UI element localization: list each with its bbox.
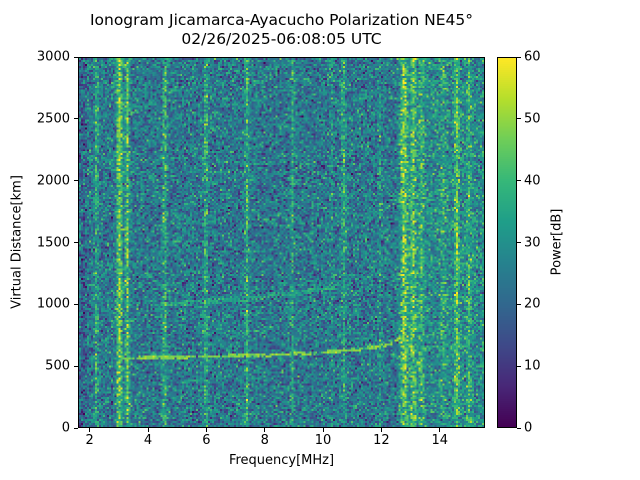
y-tick-label: 3000 <box>36 49 70 65</box>
y-tick-label: 1500 <box>36 235 70 250</box>
x-tick-label: 2 <box>85 433 94 448</box>
y-tick-mark <box>74 242 78 243</box>
x-tick-label: 6 <box>202 433 211 448</box>
x-tick-mark <box>264 428 266 432</box>
plot-area <box>78 57 485 428</box>
colorbar-tick-mark <box>517 56 521 58</box>
y-tick-label: 2500 <box>36 111 70 127</box>
y-axis-label: Virtual Distance[km] <box>9 175 25 309</box>
colorbar-tick-label: 20 <box>524 296 541 312</box>
x-tick-mark <box>322 428 324 432</box>
y-tick-mark <box>74 56 78 58</box>
y-tick-label: 0 <box>61 420 70 436</box>
colorbar-tick-mark <box>517 303 521 305</box>
colorbar-tick-label: 40 <box>524 173 541 189</box>
x-tick-mark <box>147 428 149 432</box>
y-tick-mark <box>74 303 78 305</box>
x-tick-mark <box>439 428 441 432</box>
colorbar <box>497 57 517 428</box>
colorbar-tick-label: 50 <box>524 111 541 127</box>
colorbar-tick-mark <box>517 118 521 120</box>
colorbar-tick-mark <box>517 180 521 182</box>
y-tick-label: 2000 <box>36 173 70 189</box>
colorbar-tick-mark <box>517 365 521 367</box>
x-tick-label: 14 <box>431 433 449 448</box>
y-tick-mark <box>74 427 78 429</box>
x-tick-label: 10 <box>314 433 332 448</box>
x-tick-mark <box>205 428 207 432</box>
chart-title-line1: Ionogram Jicamarca-Ayacucho Polarization… <box>89 11 474 29</box>
x-tick-mark <box>89 428 91 432</box>
colorbar-tick-label: 60 <box>524 49 541 65</box>
x-tick-label: 8 <box>260 433 269 448</box>
y-tick-mark <box>74 180 78 182</box>
colorbar-label: Power[dB] <box>549 208 565 276</box>
colorbar-tick-label: 10 <box>524 358 541 374</box>
x-tick-label: 12 <box>373 433 390 448</box>
colorbar-tick-label: 0 <box>524 420 533 436</box>
colorbar-tick-mark <box>517 242 521 243</box>
x-tick-label: 4 <box>143 433 153 448</box>
y-tick-mark <box>74 365 78 367</box>
x-axis-label: Frequency[MHz] <box>228 453 335 468</box>
colorbar-gradient <box>498 58 516 427</box>
y-tick-label: 500 <box>45 358 70 374</box>
y-tick-mark <box>74 118 78 120</box>
x-tick-mark <box>380 428 382 432</box>
chart-title: Ionogram Jicamarca-Ayacucho Polarization… <box>78 11 485 49</box>
y-tick-label: 1000 <box>36 296 70 312</box>
colorbar-tick-mark <box>517 427 521 429</box>
chart-title-line2: 02/26/2025-06:08:05 UTC <box>181 30 382 48</box>
ionogram-heatmap <box>79 58 484 427</box>
colorbar-tick-label: 30 <box>524 235 541 250</box>
